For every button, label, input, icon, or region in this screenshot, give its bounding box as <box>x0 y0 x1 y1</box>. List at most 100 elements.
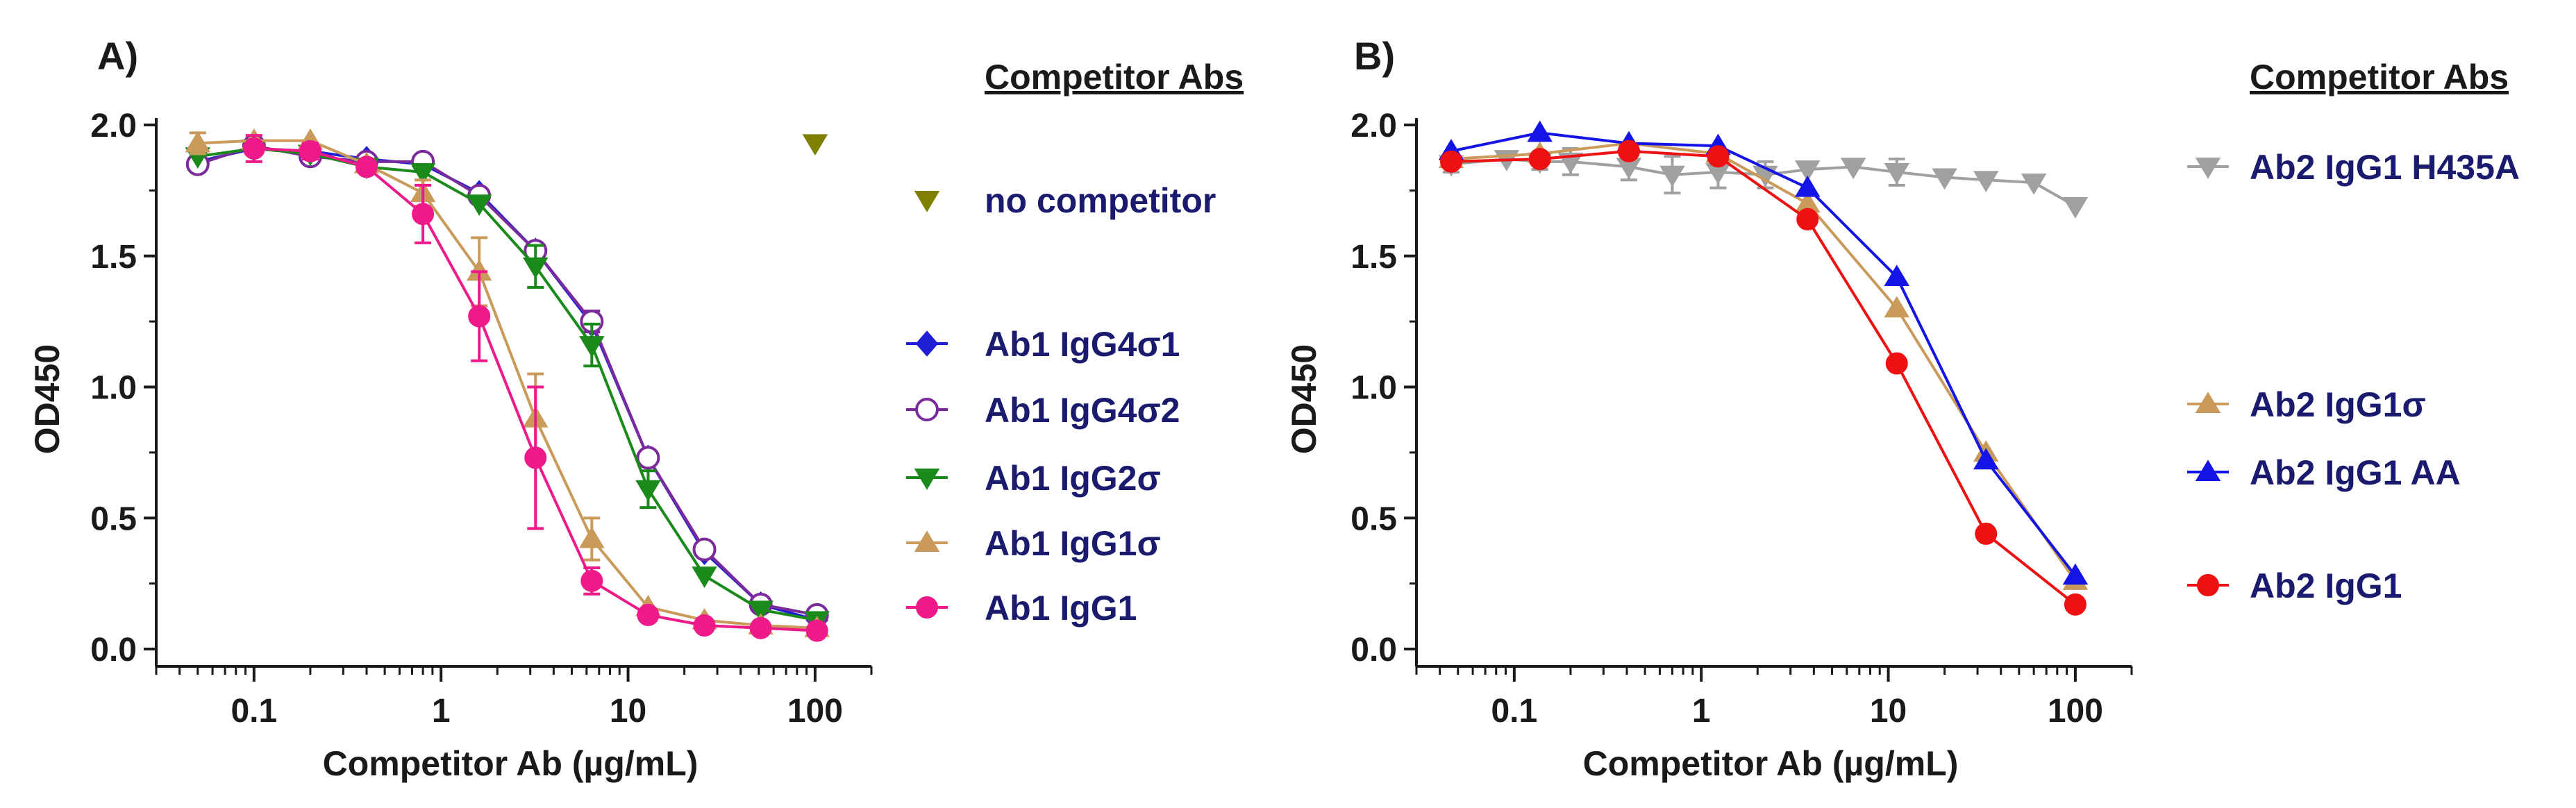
panel-b-legend-swatch-marker <box>2195 158 2221 179</box>
panel-a-series-ab1-igg1-point <box>749 616 772 639</box>
panel-a-legend-swatch-marker <box>915 398 939 421</box>
panel-a-series-ab1-igg1 <box>242 134 828 642</box>
panel-b-legend: Ab2 IgG1 H435A Ab2 IgG1σ Ab2 IgG1 AA Ab2 Ig… <box>2187 148 2520 605</box>
panel-a-legend-swatch-marker <box>915 330 939 357</box>
panel-a-x-axis-title: Competitor Ab (µg/mL) <box>323 744 699 783</box>
panel-a-series-ab1-igg1-point <box>299 140 321 162</box>
panel-a-series-ab1-igg2sigma-point <box>466 194 492 216</box>
panel-b-series-ab2-igg1-point <box>1440 150 1463 173</box>
panel-a-legend-swatch-marker <box>914 469 940 490</box>
panel-a-series-ab1-igg4sigma2 <box>185 134 829 627</box>
panel-a-legend-label: Ab1 IgG2σ <box>985 459 1161 498</box>
panel-b-series-ab2-igg1-point <box>1885 352 1908 375</box>
panel-a-series-no-competitor <box>802 134 828 156</box>
panel-b-legend-title: Competitor Abs <box>2250 58 2509 96</box>
panel-b-series-ab2-igg1-point <box>1707 145 1730 168</box>
panel-b-y-tick-label: 1.5 <box>1350 239 1397 276</box>
panel-b-x-tick-label: 1 <box>1692 693 1711 730</box>
panel-b: B) OD450 Competitor Ab (µg/mL) Competito… <box>1285 34 2520 783</box>
panel-b-legend-label: Ab2 IgG1 <box>2250 566 2402 605</box>
panel-a-series-ab1-igg1sigma <box>185 128 830 637</box>
panel-b-x-tick-label: 0.1 <box>1491 693 1537 730</box>
panel-a-legend-swatch-marker <box>914 191 940 212</box>
panel-b-series-ab2-igg1-h435a-point <box>2062 197 2089 219</box>
panel-a-series-no-competitor-point <box>802 134 828 156</box>
panel-a-series-ab1-igg1-point <box>637 603 660 626</box>
panel-b-series-ab2-igg1sigma-point <box>1884 296 1910 318</box>
panel-b-series-ab2-igg1-line <box>1450 149 2077 606</box>
panel-b-y-tick-label: 0.0 <box>1350 632 1397 668</box>
panel-b-series-ab2-igg1-h435a-point <box>1884 162 1910 185</box>
panel-a-series-ab1-igg1-point <box>693 614 716 637</box>
panel-b-series-ab2-igg1-aa-point <box>1973 448 1999 470</box>
panel-b-legend-item-ab2-igg1: Ab2 IgG1 <box>2187 566 2402 605</box>
panel-b-y-tick-label: 1.0 <box>1350 370 1397 407</box>
panel-a-legend-label: Ab1 IgG1σ <box>985 524 1161 563</box>
panel-b-legend-item-ab2-igg1sigma: Ab2 IgG1σ <box>2187 385 2426 424</box>
panel-a-series-ab1-igg4sigma2-point <box>692 537 717 562</box>
panel-b-series-ab2-igg1-aa-point <box>1527 120 1553 142</box>
panel-a-y-tick-label: 0.0 <box>90 632 137 668</box>
panel-a-legend-item-ab1-igg4sigma1: Ab1 IgG4σ1 <box>906 325 1180 364</box>
panel-b-series-ab2-igg1-h435a-point <box>2021 174 2047 195</box>
panel-b-series-ab2-igg1sigma-line <box>1450 142 2077 582</box>
panel-b-legend-item-ab2-igg1-aa: Ab2 IgG1 AA <box>2187 453 2461 492</box>
panel-b-series-ab2-igg1-aa-point <box>1794 175 1821 197</box>
panel-a-series-ab1-igg1-point <box>356 155 378 178</box>
panel-a-legend-title: Competitor Abs <box>985 58 1244 96</box>
panel-a-legend-label: no competitor <box>985 181 1216 220</box>
panel-a-legend-item-ab1-igg1sigma: Ab1 IgG1σ <box>906 524 1161 563</box>
panel-b-series-ab2-igg1sigma <box>1438 131 2089 590</box>
panel-a-series-ab1-igg2sigma-point <box>748 600 773 623</box>
panel-a: A) OD450 Competitor Ab (µg/mL) Competito… <box>28 34 1244 783</box>
panel-a-label: A) <box>97 34 138 78</box>
panel-b-label: B) <box>1354 34 1395 78</box>
panel-b-series-ab2-igg1-aa <box>1438 120 2089 585</box>
panel-a-series-ab1-igg1-point <box>805 619 828 642</box>
panel-b-x-tick-label: 100 <box>2048 693 2103 730</box>
panel-a-legend-label: Ab1 IgG4σ2 <box>985 391 1180 430</box>
panel-a-series-ab1-igg2sigma-point <box>579 336 605 357</box>
panel-b-series-ab2-igg1-h435a-point <box>1659 165 1685 187</box>
panel-b-plot-area <box>1438 120 2089 616</box>
panel-a-legend-swatch-marker <box>916 596 938 618</box>
panel-b-legend-label: Ab2 IgG1 AA <box>2250 453 2461 492</box>
panel-a-series-ab1-igg2sigma-point <box>692 566 717 589</box>
panel-a-y-tick-label: 2.0 <box>90 108 137 144</box>
panel-a-series-ab1-igg1-point <box>468 305 491 328</box>
panel-b-legend-swatch-marker <box>2195 460 2221 481</box>
panel-b-series-ab2-igg1-h435a-point <box>1794 160 1821 182</box>
panel-a-series-ab1-igg1-point <box>412 203 435 226</box>
panel-b-series-ab2-igg1-point <box>2064 593 2086 616</box>
panel-b-series-ab2-igg1-h435a-point <box>1840 158 1866 180</box>
panel-b-x-tick-label: 10 <box>1870 693 1907 730</box>
panel-a-series-ab1-igg4sigma2-line <box>197 144 818 616</box>
panel-b-x-axis-title: Competitor Ab (µg/mL) <box>1583 744 1959 783</box>
panel-a-legend-item-ab1-igg4sigma2: Ab1 IgG4σ2 <box>906 391 1180 430</box>
panel-a-series-ab1-igg2sigma-point <box>410 162 436 185</box>
panel-a-y-axis-title: OD450 <box>28 344 67 454</box>
panel-a-legend: no competitor Ab1 IgG4σ1 Ab1 IgG4σ2 Ab1 IgG… <box>906 181 1216 628</box>
panel-a-x-tick-label: 1 <box>432 693 451 730</box>
panel-b-y-tick-label: 0.5 <box>1350 500 1397 537</box>
panel-b-legend-swatch-marker <box>2197 574 2219 596</box>
panel-a-series-ab1-igg4sigma2-point <box>636 446 660 470</box>
panel-a-legend-item-no-competitor: no competitor <box>914 181 1216 220</box>
panel-b-series-ab2-igg1-point <box>1528 148 1551 171</box>
panel-a-axes: 0.0 0.5 1.0 1.5 2.0 0.1 1 10 100 <box>90 108 873 730</box>
panel-a-legend-label: Ab1 IgG4σ1 <box>985 325 1180 364</box>
panel-a-legend-item-ab1-igg2sigma: Ab1 IgG2σ <box>906 459 1161 498</box>
panel-a-y-tick-label: 0.5 <box>90 500 137 537</box>
panel-a-series-ab1-igg2sigma-point <box>523 257 549 279</box>
panel-b-series-ab2-igg1-h435a-point <box>1973 171 1999 192</box>
panel-b-series-ab2-igg1 <box>1440 140 2086 616</box>
panel-a-legend-swatch-marker <box>914 530 940 552</box>
panel-b-series-ab2-igg1-aa-point <box>1884 264 1910 286</box>
panel-b-series-ab2-igg1-point <box>1617 140 1640 162</box>
panel-a-legend-item-ab1-igg1: Ab1 IgG1 <box>906 589 1137 628</box>
panel-b-series-ab2-igg1-aa-point <box>2062 563 2089 585</box>
panel-a-x-tick-label: 10 <box>610 693 646 730</box>
panel-a-series-ab1-igg1-point <box>524 446 547 469</box>
panel-b-axes: 0.0 0.5 1.0 1.5 2.0 0.1 1 10 100 <box>1350 108 2133 730</box>
panel-a-plot-area <box>185 128 830 642</box>
